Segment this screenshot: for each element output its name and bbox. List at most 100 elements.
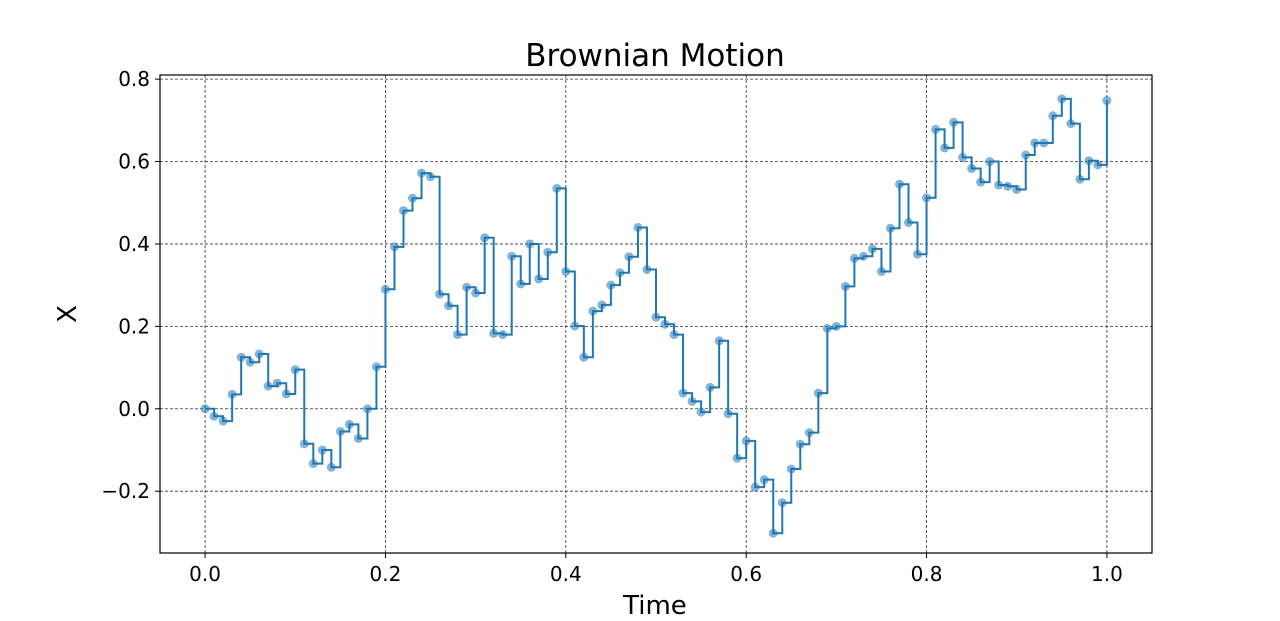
data-point <box>570 321 580 331</box>
data-point <box>867 244 877 254</box>
data-point <box>822 323 832 333</box>
data-point <box>615 268 625 278</box>
data-point <box>786 464 796 474</box>
data-point <box>263 381 273 391</box>
y-tick-label-0: −0.2 <box>101 479 150 503</box>
data-point <box>236 352 246 362</box>
data-point <box>353 433 363 443</box>
data-point <box>588 306 598 316</box>
data-point <box>651 312 661 322</box>
data-point <box>1075 174 1085 184</box>
data-point <box>606 280 616 290</box>
x-tick-label-1: 0.2 <box>370 562 402 586</box>
x-tick-label-5: 1.0 <box>1091 562 1123 586</box>
data-point <box>426 172 436 182</box>
data-point <box>525 239 535 249</box>
x-tick-label-0: 0.0 <box>189 562 221 586</box>
data-point <box>543 247 553 257</box>
grid-lines <box>160 75 1152 553</box>
data-point <box>876 267 886 277</box>
data-point <box>335 426 345 436</box>
y-tick-label-5: 0.8 <box>118 67 150 91</box>
data-point <box>579 352 589 362</box>
data-point <box>362 404 372 414</box>
data-point <box>227 389 237 399</box>
data-point <box>831 321 841 331</box>
data-point <box>777 498 787 508</box>
data-point <box>290 365 300 375</box>
data-point <box>922 193 932 203</box>
data-point <box>696 407 706 417</box>
y-tick-label-2: 0.2 <box>118 314 150 338</box>
data-point <box>1030 138 1040 148</box>
data-point <box>642 264 652 274</box>
y-axis-label: X <box>53 305 83 323</box>
data-point <box>1102 96 1112 106</box>
data-point <box>741 436 751 446</box>
data-point <box>678 388 688 398</box>
data-point <box>480 233 490 243</box>
data-point <box>940 143 950 153</box>
data-point <box>380 284 390 294</box>
data-point <box>254 349 264 359</box>
data-point <box>308 459 318 469</box>
data-point <box>299 439 309 449</box>
data-point <box>272 378 282 388</box>
data-point <box>1039 138 1049 148</box>
data-point <box>1084 156 1094 166</box>
data-point <box>1093 160 1103 170</box>
data-point <box>597 300 607 310</box>
data-point <box>633 222 643 232</box>
data-point <box>489 328 499 338</box>
data-point <box>894 179 904 189</box>
data-point <box>994 180 1004 190</box>
data-point <box>705 382 715 392</box>
data-point <box>913 249 923 259</box>
data-point <box>561 267 571 277</box>
data-point <box>931 124 941 134</box>
data-point <box>768 528 778 538</box>
data-point <box>507 251 517 261</box>
chart-title: Brownian Motion <box>525 38 785 74</box>
data-point <box>398 206 408 216</box>
data-point <box>813 388 823 398</box>
data-point <box>687 396 697 406</box>
data-point <box>958 152 968 162</box>
data-point <box>858 251 868 261</box>
data-point <box>552 183 562 193</box>
data-point <box>624 252 634 262</box>
data-point <box>1048 111 1058 121</box>
data-point <box>732 453 742 463</box>
y-tick-label-1: 0.0 <box>118 397 150 421</box>
data-point <box>1021 150 1031 160</box>
data-point <box>471 288 481 298</box>
y-axis-ticks: −0.2 0.0 0.2 0.4 0.6 0.8 <box>101 67 160 503</box>
data-point <box>534 274 544 284</box>
data-point <box>669 330 679 340</box>
data-point <box>462 282 472 292</box>
data-point <box>1003 181 1013 191</box>
x-axis-ticks: 0.0 0.2 0.4 0.6 0.8 1.0 <box>189 553 1123 586</box>
data-point <box>723 409 733 419</box>
y-tick-label-4: 0.6 <box>118 150 150 174</box>
x-tick-label-3: 0.6 <box>730 562 762 586</box>
data-point <box>660 319 670 329</box>
data-point <box>344 419 354 429</box>
data-point <box>389 242 399 252</box>
data-point <box>371 362 381 372</box>
data-point <box>1057 94 1067 104</box>
data-point <box>516 279 526 289</box>
data-point <box>317 445 327 455</box>
data-point <box>840 281 850 291</box>
data-series <box>200 94 1112 538</box>
data-point <box>885 223 895 233</box>
x-tick-label-4: 0.8 <box>911 562 943 586</box>
data-point <box>326 462 336 472</box>
data-point <box>498 330 508 340</box>
data-point <box>245 357 255 367</box>
data-point <box>200 404 210 414</box>
data-point <box>417 168 427 178</box>
x-tick-label-2: 0.4 <box>550 562 582 586</box>
